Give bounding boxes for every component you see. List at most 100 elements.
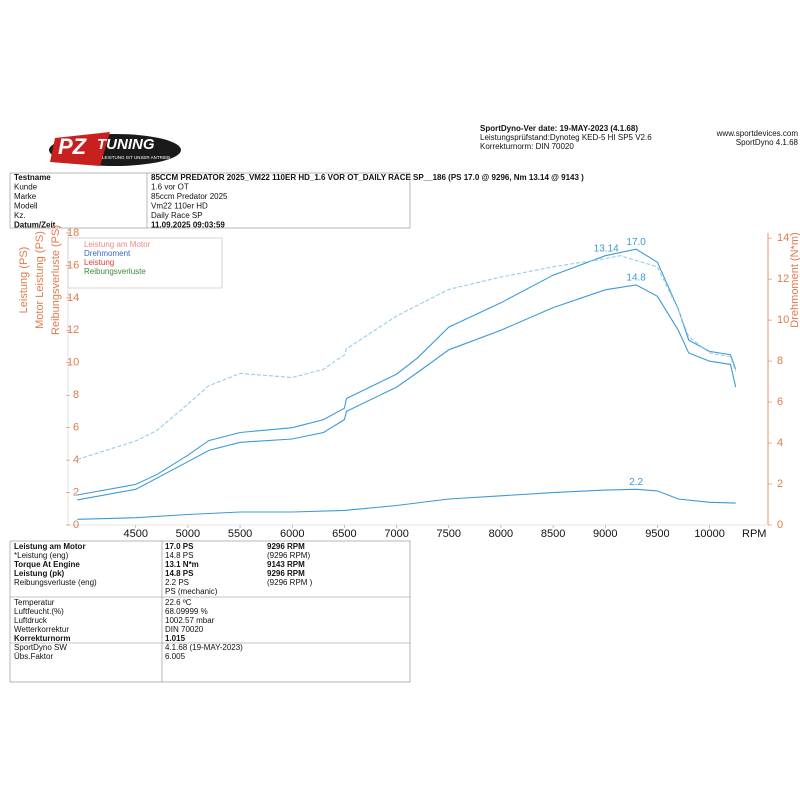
y-tick-label: 18 (67, 227, 79, 239)
y-axis-label: Leistung (PS) (18, 247, 30, 314)
result-label: Leistung (pk) (14, 569, 65, 578)
info-label: Datum/Zeit (14, 221, 56, 230)
result-value: DIN 70020 (165, 625, 204, 634)
norm: Korrekturnorm: DIN 70020 (480, 142, 574, 151)
result-label: *Leistung (eng) (14, 551, 69, 560)
y-axis-label: Motor Leistung (PS) (34, 231, 46, 329)
result-value: 68.09999 % (165, 607, 208, 616)
y2-tick-label: 2 (777, 478, 783, 490)
legend-entry: Drehmoment (84, 249, 131, 258)
info-label: Marke (14, 192, 37, 201)
result-label: Leistung am Motor (14, 542, 86, 551)
y-tick-label: 0 (73, 519, 79, 531)
chart: Testname 85CCM PREDATOR 2025_VM22 110ER H… (14, 173, 800, 661)
y2-tick-label: 12 (777, 273, 789, 285)
y-tick-label: 6 (73, 422, 79, 434)
peak-label: 14.8 (626, 273, 646, 284)
x-axis-label: RPM (742, 528, 766, 540)
result-label: Luftfeucht.(%) (14, 607, 64, 616)
y-tick-label: 14 (67, 292, 79, 304)
y-axis-label: Reibungsverluste (PS) (50, 225, 62, 335)
info-label: Testname (14, 173, 51, 182)
y2-tick-label: 6 (777, 396, 783, 408)
peak-label: 17.0 (626, 237, 646, 248)
x-tick-label: 5500 (228, 528, 252, 540)
y2-tick-label: 10 (777, 314, 789, 326)
result-label: Übs.Faktor (14, 652, 53, 661)
result-label: Temperatur (14, 598, 55, 607)
legend-entry: Leistung (84, 258, 114, 267)
x-tick-label: 6500 (332, 528, 356, 540)
y2-tick-label: 0 (777, 519, 783, 531)
info-frame (9, 172, 411, 229)
y2-tick-label: 4 (777, 437, 783, 449)
x-tick-label: 10000 (694, 528, 725, 540)
results-frame (9, 540, 411, 683)
result-rpm: (9296 RPM) (267, 551, 310, 560)
x-tick-label: 8000 (489, 528, 513, 540)
logo-brand: PZ (58, 134, 88, 159)
result-value: 17.0 PS (165, 542, 194, 551)
result-label: Luftdruck (14, 616, 48, 625)
y2-tick-label: 14 (777, 232, 789, 244)
info-label: Modell (14, 202, 38, 211)
logo-tagline: LEISTUNG IST UNSER ANTRIEB (102, 155, 170, 160)
result-label: Torque At Engine (14, 560, 80, 569)
y-tick-label: 10 (67, 357, 79, 369)
info-value: 85CCM PREDATOR 2025_VM22 110ER HD_1.6 VO… (151, 173, 584, 182)
x-tick-label: 7500 (437, 528, 461, 540)
result-value: 22.6 ºC (165, 598, 192, 607)
y-tick-label: 12 (67, 324, 79, 336)
logo: PZ TUNING LEISTUNG IST UNSER ANTRIEB (49, 132, 181, 166)
y-tick-label: 4 (73, 454, 79, 466)
result-value: 4.1.68 (19-MAY-2023) (165, 643, 243, 652)
result-label: Reibungsverluste (eng) (14, 578, 97, 587)
result-rpm: 9296 RPM (267, 569, 305, 578)
result-value: 6.005 (165, 652, 186, 661)
peak-label: 2.2 (629, 477, 643, 488)
legend-entry: Leistung am Motor (84, 240, 151, 249)
info-value: 11.09.2025 09:03:59 (151, 221, 225, 230)
version: SportDyno-Ver date: 19-MAY-2023 (4.1.68) (480, 124, 638, 133)
y-tick-label: 8 (73, 389, 79, 401)
logo-shape (50, 132, 110, 166)
info-label: Kz. (14, 211, 26, 220)
result-rpm: 9143 RPM (267, 560, 305, 569)
info-value: 85ccm Predator 2025 (151, 192, 228, 201)
info-value: Vm22 110er HD (151, 202, 208, 211)
x-tick-label: 9500 (645, 528, 669, 540)
result-value: 1002.57 mbar (165, 616, 215, 625)
result-value: 14.8 PS (165, 551, 193, 560)
website: www.sportdevices.com (716, 129, 799, 138)
peak-label: 13.14 (594, 243, 619, 254)
info-value: Daily Race SP (151, 211, 203, 220)
x-tick-label: 7000 (384, 528, 408, 540)
series-line (77, 255, 737, 460)
x-tick-label: 5000 (176, 528, 200, 540)
result-label: SportDyno SW (14, 643, 67, 652)
result-rpm: 9296 RPM (267, 542, 305, 551)
x-tick-label: 9000 (593, 528, 617, 540)
result-value: 1.015 (165, 634, 186, 643)
logo-name: TUNING (97, 136, 155, 153)
y2-tick-label: 8 (777, 355, 783, 367)
result-value: 2.2 PS (165, 578, 189, 587)
series-line (77, 284, 737, 501)
result-label: Wetterkorrektur (14, 625, 69, 634)
x-tick-label: 4500 (123, 528, 147, 540)
result-rpm: (9296 RPM ) (267, 578, 313, 587)
software: SportDyno 4.1.68 (736, 138, 799, 147)
x-tick-label: 8500 (541, 528, 565, 540)
info-label: Kunde (14, 183, 38, 192)
result-label: Korrekturnorm (14, 634, 70, 643)
x-tick-label: 6000 (280, 528, 304, 540)
dyno: Leistungsprüfstand:Dynoteg KED-5 HI SP5 … (480, 133, 652, 142)
y-tick-label: 16 (67, 259, 79, 271)
y2-axis-label: Drehmoment (N*m) (789, 232, 800, 327)
legend-entry: Reibungsverluste (84, 267, 146, 276)
result-value: 13.1 N*m (165, 560, 199, 569)
y-tick-label: 2 (73, 486, 79, 498)
info-value: 1.6 vor OT (151, 183, 189, 192)
